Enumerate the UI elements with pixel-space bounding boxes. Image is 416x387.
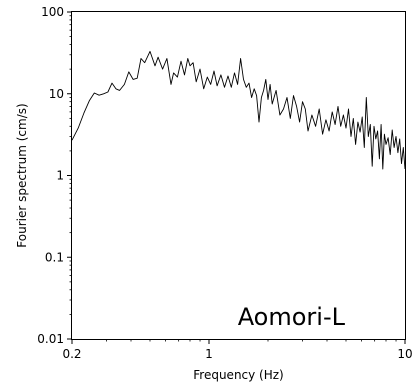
y-tick-label: 100 [41, 5, 64, 19]
x-tick-label: 10 [397, 347, 412, 361]
chart-annotation: Aomori-L [238, 303, 346, 331]
y-axis-ticks: 0.01 0.1 1 10 100 [37, 5, 72, 346]
y-tick-label: 0.1 [45, 250, 64, 264]
x-tick-label: 0.2 [62, 347, 81, 361]
y-tick-label: 0.01 [37, 332, 64, 346]
plot-area-frame [71, 11, 406, 340]
x-axis-title: Frequency (Hz) [193, 368, 284, 382]
y-axis-title: Fourier spectrum (cm/s) [15, 103, 29, 247]
series-layer [71, 50, 406, 170]
x-tick-label: 1 [205, 347, 213, 361]
y-tick-label: 10 [49, 87, 64, 101]
x-axis-ticks: 0.2 1 10 [62, 339, 413, 361]
y-tick-label: 1 [56, 169, 64, 183]
spectrum-line [71, 50, 406, 170]
